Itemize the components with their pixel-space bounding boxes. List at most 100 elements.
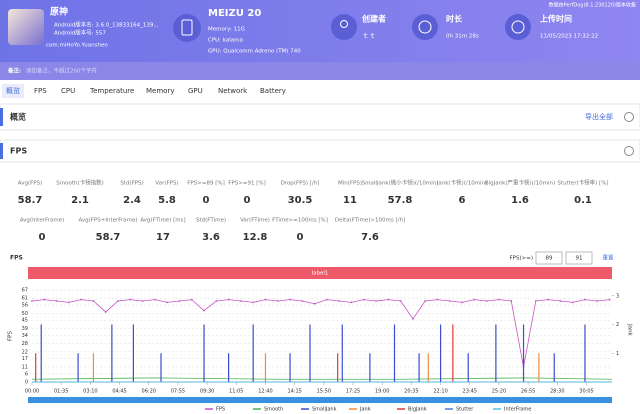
point [326,298,328,301]
fps-bar [0,139,640,163]
y-tick-label: 11 [22,364,28,370]
point [375,300,377,302]
point [178,300,181,302]
threshold-value[interactable]: 89 [546,256,553,262]
metric-value: 5.8 [158,195,176,206]
band [28,267,612,279]
creator-label: 创建者 [361,14,386,24]
metric-label: BigJank(严重卡顿)(/10min) [485,179,555,187]
tab[interactable]: Memory [146,87,174,95]
x-tick-label: 11:05 [229,389,243,395]
point [31,300,33,302]
point [510,300,513,302]
metric-label: Std(FTime) [196,218,226,224]
y2-axis-label: Jank [627,323,633,336]
point [264,298,267,301]
gpu: GPU: Qualcomm Adreno (TM) 740 [208,49,301,55]
point [117,300,119,302]
y-tick-label: 17 [22,356,28,362]
metric-label: FPS>=91 [%] [228,181,265,187]
point [215,300,218,302]
point [350,301,353,304]
tab-active [2,84,24,98]
duration-label: 时长 [446,14,463,24]
fps-accent [0,143,3,159]
threshold-input[interactable] [565,251,593,265]
point [412,317,414,320]
overview-title: 概览 [10,112,26,122]
point [399,300,402,302]
point [55,300,58,302]
tab[interactable]: 概览 [6,86,20,95]
point [276,300,279,302]
legend-label[interactable]: Jank [359,407,371,413]
point [424,300,427,302]
y2-tick-label: 3 [616,293,619,299]
tab[interactable]: GPU [188,87,203,95]
point [534,300,537,302]
x-tick-label: 07:55 [171,389,185,395]
chart-title: FPS [10,255,23,262]
collector: 数据由PerfDog(8.1.230120)版本收集 [549,2,636,9]
point [289,298,291,301]
x-tick-label: 30:05 [579,389,593,395]
threshold-label: FPS(>=) [510,256,533,262]
tab[interactable]: CPU [61,87,75,95]
point [571,301,574,304]
reset-button[interactable]: 重置 [602,254,614,262]
metric-value: 0.1 [574,195,592,206]
metric-label: Smooth(卡顿指数) [56,179,104,187]
metric-value: 0 [244,195,251,206]
overview-toggle[interactable] [624,112,634,122]
cpu: CPU: kalama [208,38,243,44]
point [104,311,107,313]
metric-label: FPS>=89 [%] [187,181,224,187]
x-tick-label: 14:15 [287,389,301,395]
scrollbar[interactable] [28,397,612,403]
metrics: Avg(FPS) 58.7 Smooth(卡顿指数) 2.1 Std(FPS) 2.4 Va… [18,179,609,244]
threshold-input[interactable] [535,251,563,265]
x-tick-label: 19:00 [375,389,389,395]
app-version-name: Android版本名: 3.6.0_13833164_139... [54,21,159,29]
app-name: 原神 [50,6,68,18]
tab[interactable]: Network [218,87,248,95]
series-line [31,377,613,380]
point [547,298,550,301]
x-tick-label: 04:45 [112,389,126,395]
tab[interactable]: FPS [34,87,47,95]
legend-label[interactable]: Stutter [456,407,474,413]
export-all[interactable]: 导出全部 [585,112,613,121]
legend-label[interactable]: BigJank [408,407,427,413]
tab[interactable]: Temperature [89,87,134,95]
note-input[interactable]: 添加备注，不超过200个字符 [26,67,97,75]
point [227,298,230,301]
threshold-value[interactable]: 91 [576,256,583,262]
metric-label: Min(FPS) [338,181,362,187]
tab[interactable]: Battery [260,87,286,95]
x-tick-label: 06:20 [142,389,156,395]
x-tick-label: 17:25 [346,389,360,395]
fps-toggle[interactable] [624,146,634,156]
note-bg [0,62,640,80]
point [338,300,341,302]
legend-label[interactable]: FPS [216,407,225,413]
y-tick-label: 56 [22,303,28,309]
duration-icon [412,14,438,40]
metric-label: Avg(InterFrame) [20,218,65,224]
creator-glyph [340,20,348,28]
metric-label: Var(FTime) [240,218,270,224]
y-tick-label: 34 [22,333,28,339]
legend-label[interactable]: SmallJank [312,407,337,413]
legend-label[interactable]: InterFrame [504,407,531,413]
upload-label: 上传时间 [540,14,572,24]
x-tick-label: 26:55 [521,389,535,395]
legend-label[interactable]: Smooth [264,407,283,413]
metric-value: 11 [343,195,357,206]
x-tick-label: 03:10 [83,389,97,395]
y-tick-label: 45 [22,318,28,324]
x-tick-label: 23:45 [463,389,477,395]
point [559,300,562,302]
metric-value: 12.8 [243,232,268,243]
metric-value: 17 [156,232,170,243]
